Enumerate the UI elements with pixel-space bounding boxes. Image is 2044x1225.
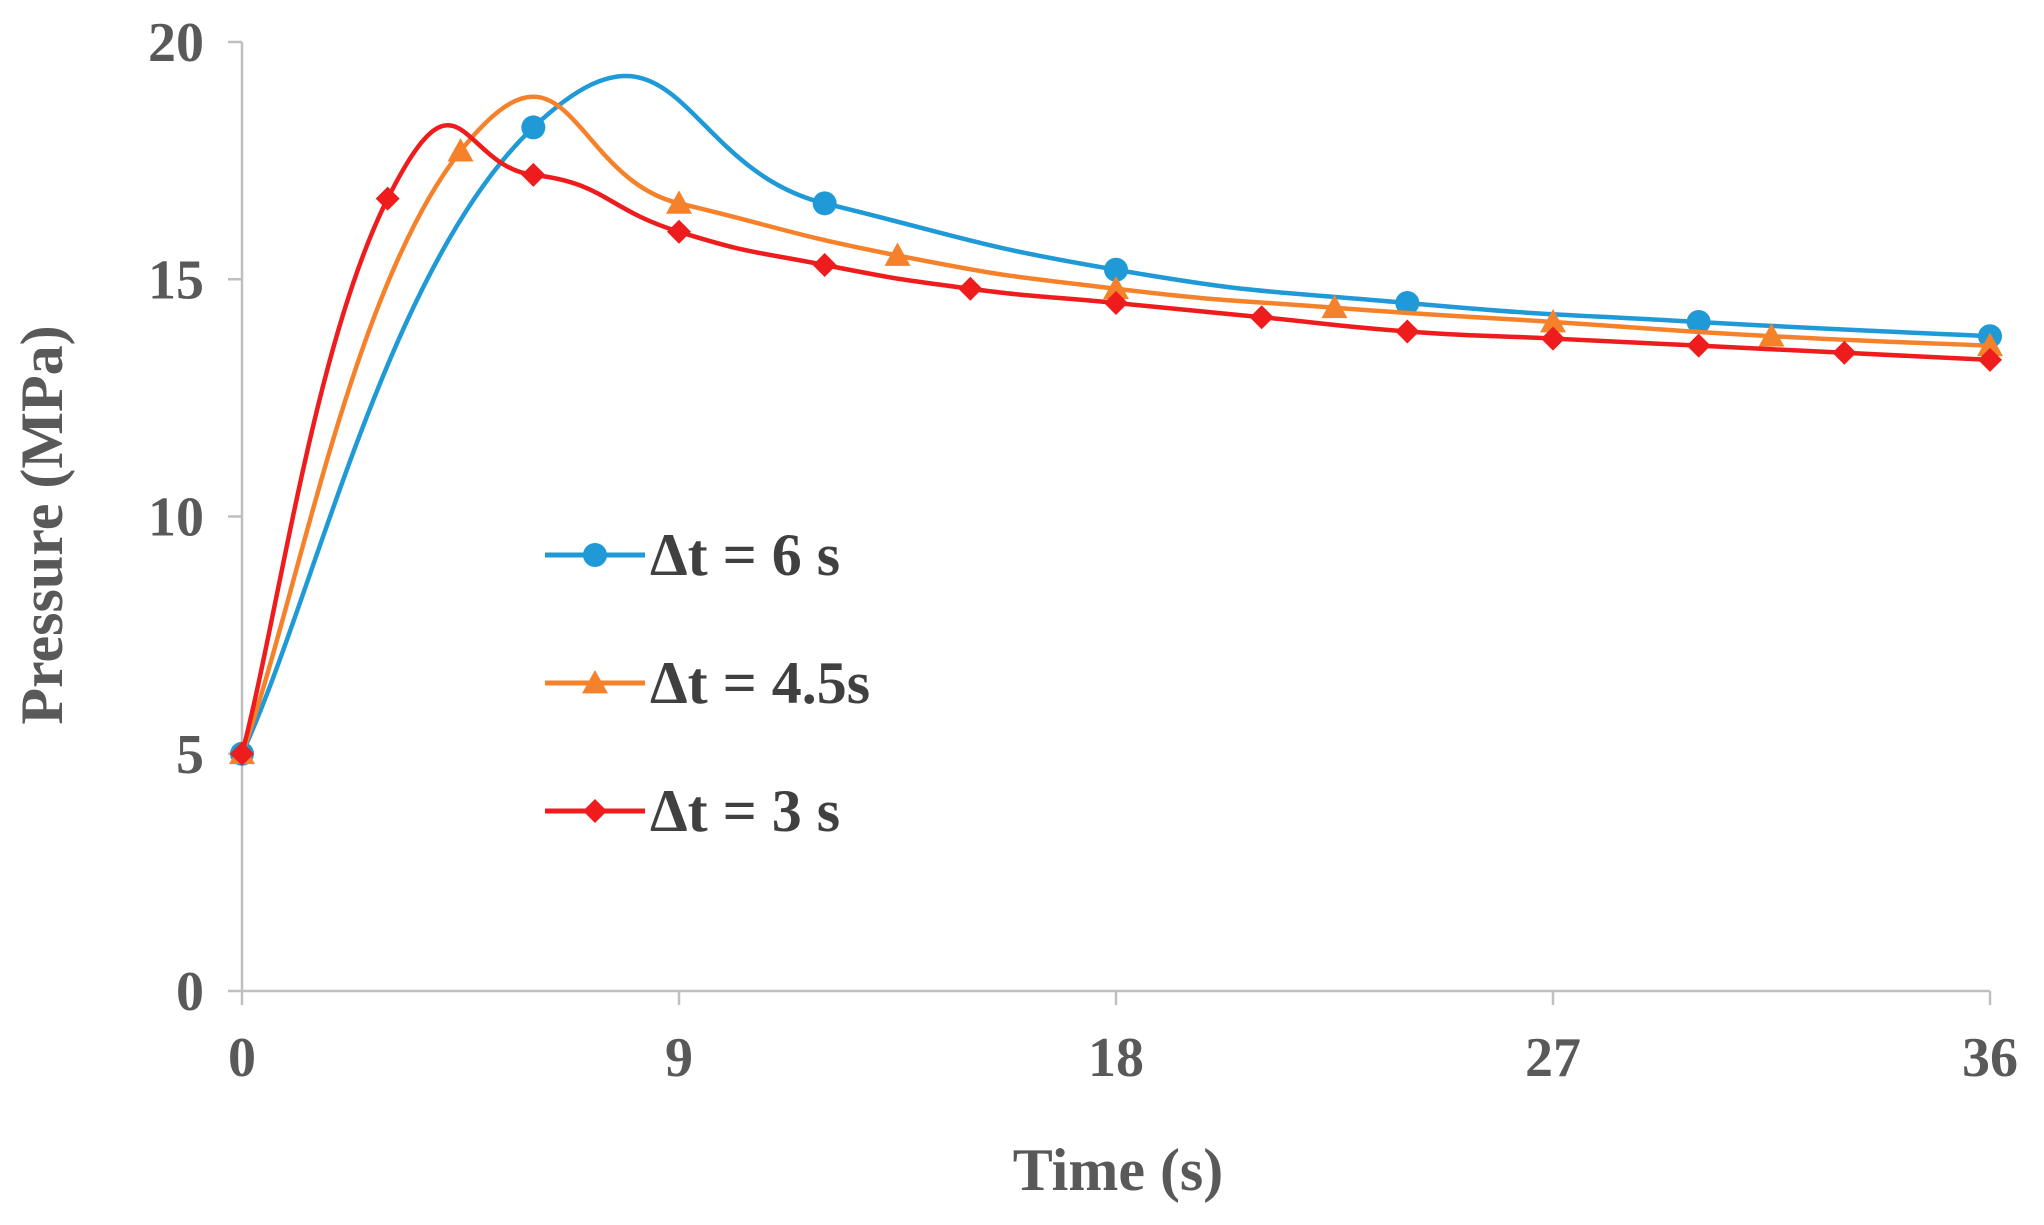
y-tick-label: 0 — [176, 961, 204, 1023]
series-line — [239, 94, 1991, 755]
data-point — [667, 219, 691, 244]
series-layer — [229, 73, 2003, 766]
legend-marker — [583, 543, 607, 567]
data-point — [1395, 290, 1420, 315]
data-point — [1541, 326, 1565, 351]
data-point — [521, 115, 546, 140]
x-tick-label: 27 — [1525, 1027, 1581, 1089]
y-tick-label: 10 — [148, 487, 204, 549]
y-tick-label: 20 — [148, 12, 204, 74]
series-line — [239, 123, 1991, 755]
x-axis-title: Time (s) — [1013, 1137, 1224, 1203]
legend-marker — [582, 670, 608, 694]
series-line — [239, 73, 1991, 755]
data-point — [1104, 290, 1128, 315]
data-point — [884, 242, 911, 266]
x-tick-label: 9 — [665, 1027, 693, 1089]
data-point — [1540, 308, 1566, 333]
axes: 0 5 10 15 20 0 9 18 27 36 — [148, 12, 2018, 1089]
data-point — [812, 191, 837, 216]
x-tick-label: 36 — [1962, 1027, 2018, 1089]
y-tick-label: 15 — [148, 249, 204, 311]
data-point — [230, 741, 254, 766]
data-point — [1395, 319, 1420, 344]
data-point — [1321, 294, 1348, 319]
legend-item: Δt = 3 s — [545, 778, 840, 844]
legend-label: Δt = 4.5s — [650, 650, 870, 716]
legend-item: Δt = 4.5s — [545, 650, 870, 716]
data-point — [1977, 332, 2003, 357]
data-point — [1104, 257, 1128, 282]
data-point — [1758, 323, 1785, 347]
series-2 — [229, 94, 2003, 765]
data-point — [375, 186, 400, 211]
legend-item: Δt = 6 s — [545, 522, 840, 588]
data-point — [1103, 275, 1129, 300]
x-tick-label: 0 — [228, 1027, 256, 1089]
legend: Δt = 6 s Δt = 4.5s Δt = 3 s — [545, 522, 870, 844]
data-point — [447, 138, 474, 162]
data-point — [1686, 333, 1711, 358]
data-point — [1832, 340, 1857, 365]
y-tick-label: 5 — [176, 724, 204, 786]
legend-marker — [583, 799, 607, 823]
series-1 — [230, 73, 2002, 766]
data-point — [812, 253, 837, 278]
data-point — [958, 276, 983, 301]
data-point — [1978, 347, 2002, 372]
series-3 — [230, 123, 2002, 766]
legend-label: Δt = 6 s — [650, 522, 840, 588]
x-tick-label: 18 — [1088, 1027, 1144, 1089]
legend-label: Δt = 3 s — [650, 778, 840, 844]
data-point — [521, 162, 546, 187]
data-point — [666, 190, 692, 214]
y-axis-title: Pressure (MPa) — [9, 325, 75, 724]
data-point — [1249, 305, 1274, 330]
data-point — [1686, 309, 1711, 334]
